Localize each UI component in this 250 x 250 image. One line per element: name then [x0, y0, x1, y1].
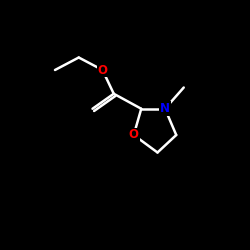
Text: O: O: [98, 64, 108, 76]
Text: N: N: [160, 102, 170, 115]
Text: O: O: [129, 128, 139, 141]
